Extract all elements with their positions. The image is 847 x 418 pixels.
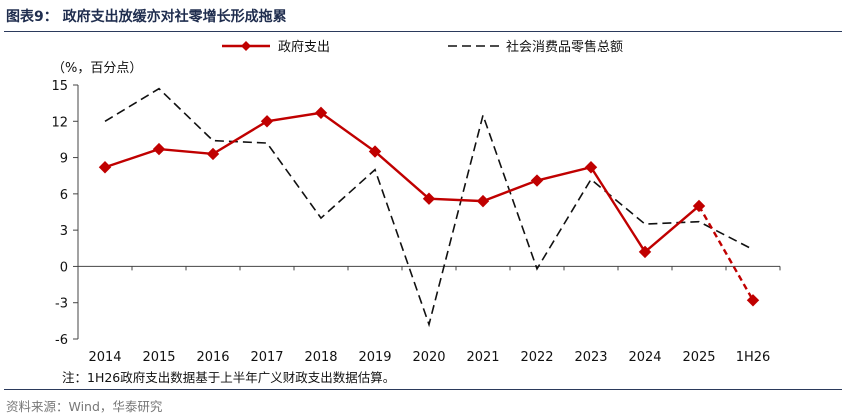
y-axis-ticks: 15 12 9 6 3 0 -3 -6	[51, 79, 78, 348]
legend-label-retail-sales: 社会消费品零售总额	[506, 39, 623, 55]
series-group	[98, 87, 760, 328]
chart-title: 图表9： 政府支出放缓亦对社零增长形成拖累	[6, 9, 287, 25]
footer-divider	[4, 389, 842, 390]
x-tick-label: 2016	[196, 350, 229, 365]
y-tick-label: 12	[51, 115, 68, 130]
legend-label-government-spending: 政府支出	[278, 40, 330, 55]
series-line-government-spending	[104, 111, 700, 254]
y-tick-label: 9	[60, 152, 68, 167]
data-point-government-spending	[206, 147, 220, 161]
x-tick-label: 2014	[88, 350, 121, 365]
x-tick-label: 2018	[304, 350, 337, 365]
x-tick-label: 2015	[142, 350, 175, 365]
data-point-government-spending	[368, 145, 382, 158]
series-line-government-spending-estimate	[697, 205, 755, 301]
x-tick-label: 2017	[250, 350, 283, 365]
data-point-government-spending	[260, 115, 274, 128]
data-point-government-spending	[314, 106, 328, 120]
data-point-government-spending	[476, 194, 490, 208]
footnote: 注：1H26政府支出数据基于上半年广义财政支出数据估算。	[62, 370, 396, 385]
legend-marker-government-spending	[241, 41, 251, 51]
source-text: 资料来源：Wind，华泰研究	[6, 399, 163, 414]
y-tick-label: 0	[60, 260, 68, 275]
y-axis-unit-label: （%，百分点）	[52, 61, 142, 76]
data-point-government-spending	[98, 161, 112, 174]
x-tick-label: 2025	[682, 350, 715, 365]
title-divider	[4, 31, 842, 32]
y-tick-label: -6	[55, 333, 68, 348]
y-tick-label: 15	[51, 79, 68, 94]
x-tick-label: 2022	[520, 350, 553, 365]
y-tick-label: 6	[60, 188, 68, 203]
axes	[77, 85, 780, 339]
data-point-government-spending	[746, 294, 760, 307]
data-point-government-spending	[692, 199, 706, 213]
x-tick-label: 1H26	[736, 350, 771, 365]
x-tick-label: 2023	[574, 350, 607, 365]
x-tick-label: 2019	[358, 350, 391, 365]
data-point-government-spending	[638, 245, 652, 259]
x-tick-label: 2020	[412, 350, 445, 365]
data-point-government-spending	[422, 192, 436, 205]
x-axis-ticks: 2014 2015 2016 2017 2018 2019 2020 2021 2022 2023…	[77, 266, 781, 365]
data-point-government-spending	[152, 142, 166, 156]
y-tick-label: -3	[55, 297, 68, 312]
legend: 政府支出 社会消费品零售总额	[222, 39, 623, 55]
y-tick-label: 3	[60, 224, 68, 239]
data-point-government-spending	[584, 161, 598, 174]
data-point-government-spending	[530, 174, 544, 187]
x-tick-label: 2024	[628, 350, 661, 365]
x-tick-label: 2021	[466, 350, 499, 365]
series-line-retail-sales	[104, 87, 754, 328]
